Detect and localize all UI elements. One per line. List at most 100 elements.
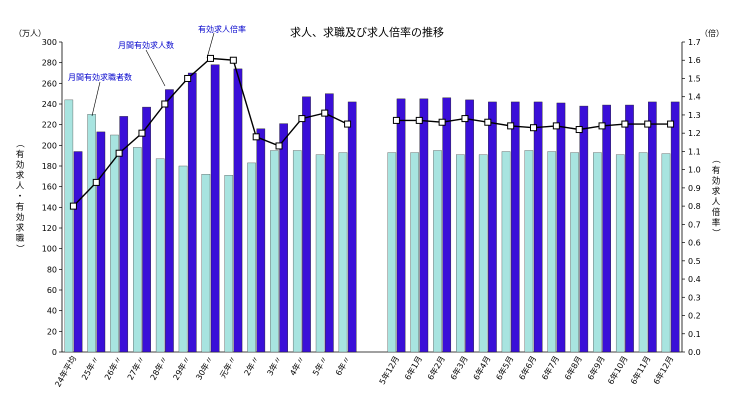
annotation-seekers: 月間有効求職者数 (68, 72, 132, 82)
annotation-leader-ratio (206, 32, 215, 59)
ratio-point (184, 74, 192, 82)
x-tick-label: 4年〃 (287, 354, 306, 377)
bar-seekers (270, 150, 279, 353)
bar-seekers (501, 151, 511, 353)
bar-seekers (133, 147, 142, 353)
x-tick-label: 25年〃 (79, 354, 101, 382)
left-tick-label: 180 (42, 162, 57, 171)
axis-title-char: 有 (16, 149, 25, 160)
ratio-point (138, 129, 146, 137)
x-tick-label: 28年〃 (148, 354, 170, 382)
left-tick-label: 260 (42, 79, 57, 88)
ratio-point (552, 122, 560, 130)
x-tick-label: 6年12月 (651, 354, 675, 386)
axis-title-char: 効 (712, 175, 721, 186)
bar-postings (119, 116, 129, 353)
right-tick-label: 0.4 (688, 275, 701, 284)
x-tick-label: 3年〃 (265, 354, 284, 377)
axis-title-char: （ (14, 139, 25, 148)
bar-seekers (178, 165, 188, 353)
bar-seekers (410, 152, 419, 353)
right-tick-label: 1.4 (688, 93, 701, 102)
bar-postings (648, 101, 657, 353)
left-tick-label: 80 (47, 265, 57, 274)
x-tick-label: 26年〃 (102, 354, 124, 382)
bar-seekers (638, 152, 648, 353)
axis-title-char: 有 (16, 202, 25, 213)
ratio-point (484, 118, 492, 126)
bar-seekers (155, 158, 165, 353)
ratio-point (69, 202, 77, 210)
axis-title-char: 人 (16, 182, 25, 192)
chart-frame (59, 41, 685, 353)
left-tick-labels: 0 20 40 60 80 100 120 140 160 180 200 220 240 260 280 3… (42, 38, 57, 357)
x-tick-label: 6年〃 (333, 354, 352, 377)
bar-postings (142, 106, 151, 353)
left-tick-label: 140 (42, 203, 57, 212)
bar-postings (419, 98, 429, 353)
left-tick-label: 200 (42, 141, 57, 150)
left-tick-label: 40 (47, 307, 57, 316)
ratio-point (275, 142, 283, 150)
x-tick-label: 24年平均 (52, 354, 78, 389)
bar-seekers (247, 162, 256, 353)
annotation-leader-postings (145, 49, 166, 87)
right-tick-label: 1.7 (688, 38, 701, 47)
ratio-point (507, 122, 515, 130)
bar-seekers (87, 114, 96, 353)
right-tick-label: 1.2 (688, 129, 701, 138)
ratio-line-group (69, 54, 675, 210)
right-tick-label: 0.7 (688, 220, 701, 229)
x-tick-label: 2年〃 (242, 354, 261, 377)
bar-seekers (110, 134, 119, 353)
ratio-point (92, 178, 100, 186)
left-tick-label: 240 (42, 100, 57, 109)
bar-postings (165, 89, 174, 353)
left-tick-label: 120 (42, 224, 57, 233)
axis-title-char: ・ (16, 192, 25, 202)
ratio-point (344, 120, 352, 128)
ratio-point (575, 126, 583, 134)
left-tick-label: 220 (42, 121, 57, 130)
bar-postings (442, 97, 452, 353)
bar-seekers (315, 154, 325, 353)
bar-seekers (593, 152, 602, 353)
right-tick-label: 0.5 (688, 257, 701, 266)
bar-postings (256, 128, 266, 353)
right-tick-label: 1.1 (688, 147, 701, 156)
axis-title-char: 倍 (712, 207, 721, 218)
bar-postings (533, 101, 543, 353)
axis-title-char: 求 (712, 186, 721, 197)
ratio-point (321, 109, 329, 117)
bar-seekers (64, 99, 74, 353)
bar-postings (347, 101, 357, 353)
bar-postings (96, 131, 106, 353)
bar-postings (579, 105, 589, 353)
bar-postings (670, 101, 680, 353)
x-tick-label: 30年〃 (193, 354, 215, 382)
bar-postings (210, 64, 220, 353)
axis-title-char: 職 (16, 234, 25, 244)
axis-title-char: 求 (16, 223, 25, 234)
right-tick-labels: 0.0 0.1 0.2 0.3 0.4 0.5 0.6 0.7 0.8 0.9 1.0 1.1 1.2 1… (688, 38, 701, 357)
ratio-point (229, 56, 237, 64)
ratio-point (207, 54, 214, 62)
axis-title-char: 効 (16, 212, 25, 223)
right-tick-label: 1.3 (688, 111, 701, 120)
annotation-ratio: 有効求人倍率 (198, 24, 246, 34)
bar-postings (488, 101, 497, 353)
ratio-point (415, 116, 423, 124)
left-tick-label: 160 (42, 183, 57, 192)
x-tick-label: 6年8月 (562, 354, 584, 382)
annotation-postings: 月間有効求人数 (118, 40, 174, 50)
ratio-point (438, 118, 446, 126)
bar-seekers (478, 154, 488, 353)
ratio-point (667, 120, 675, 128)
x-tick-label: 6年9月 (585, 354, 607, 382)
bar-seekers (224, 175, 234, 353)
bar-seekers (292, 150, 302, 353)
ratio-point (161, 100, 169, 108)
bar-seekers (433, 150, 442, 353)
x-tick-label: 5年12月 (377, 354, 401, 386)
